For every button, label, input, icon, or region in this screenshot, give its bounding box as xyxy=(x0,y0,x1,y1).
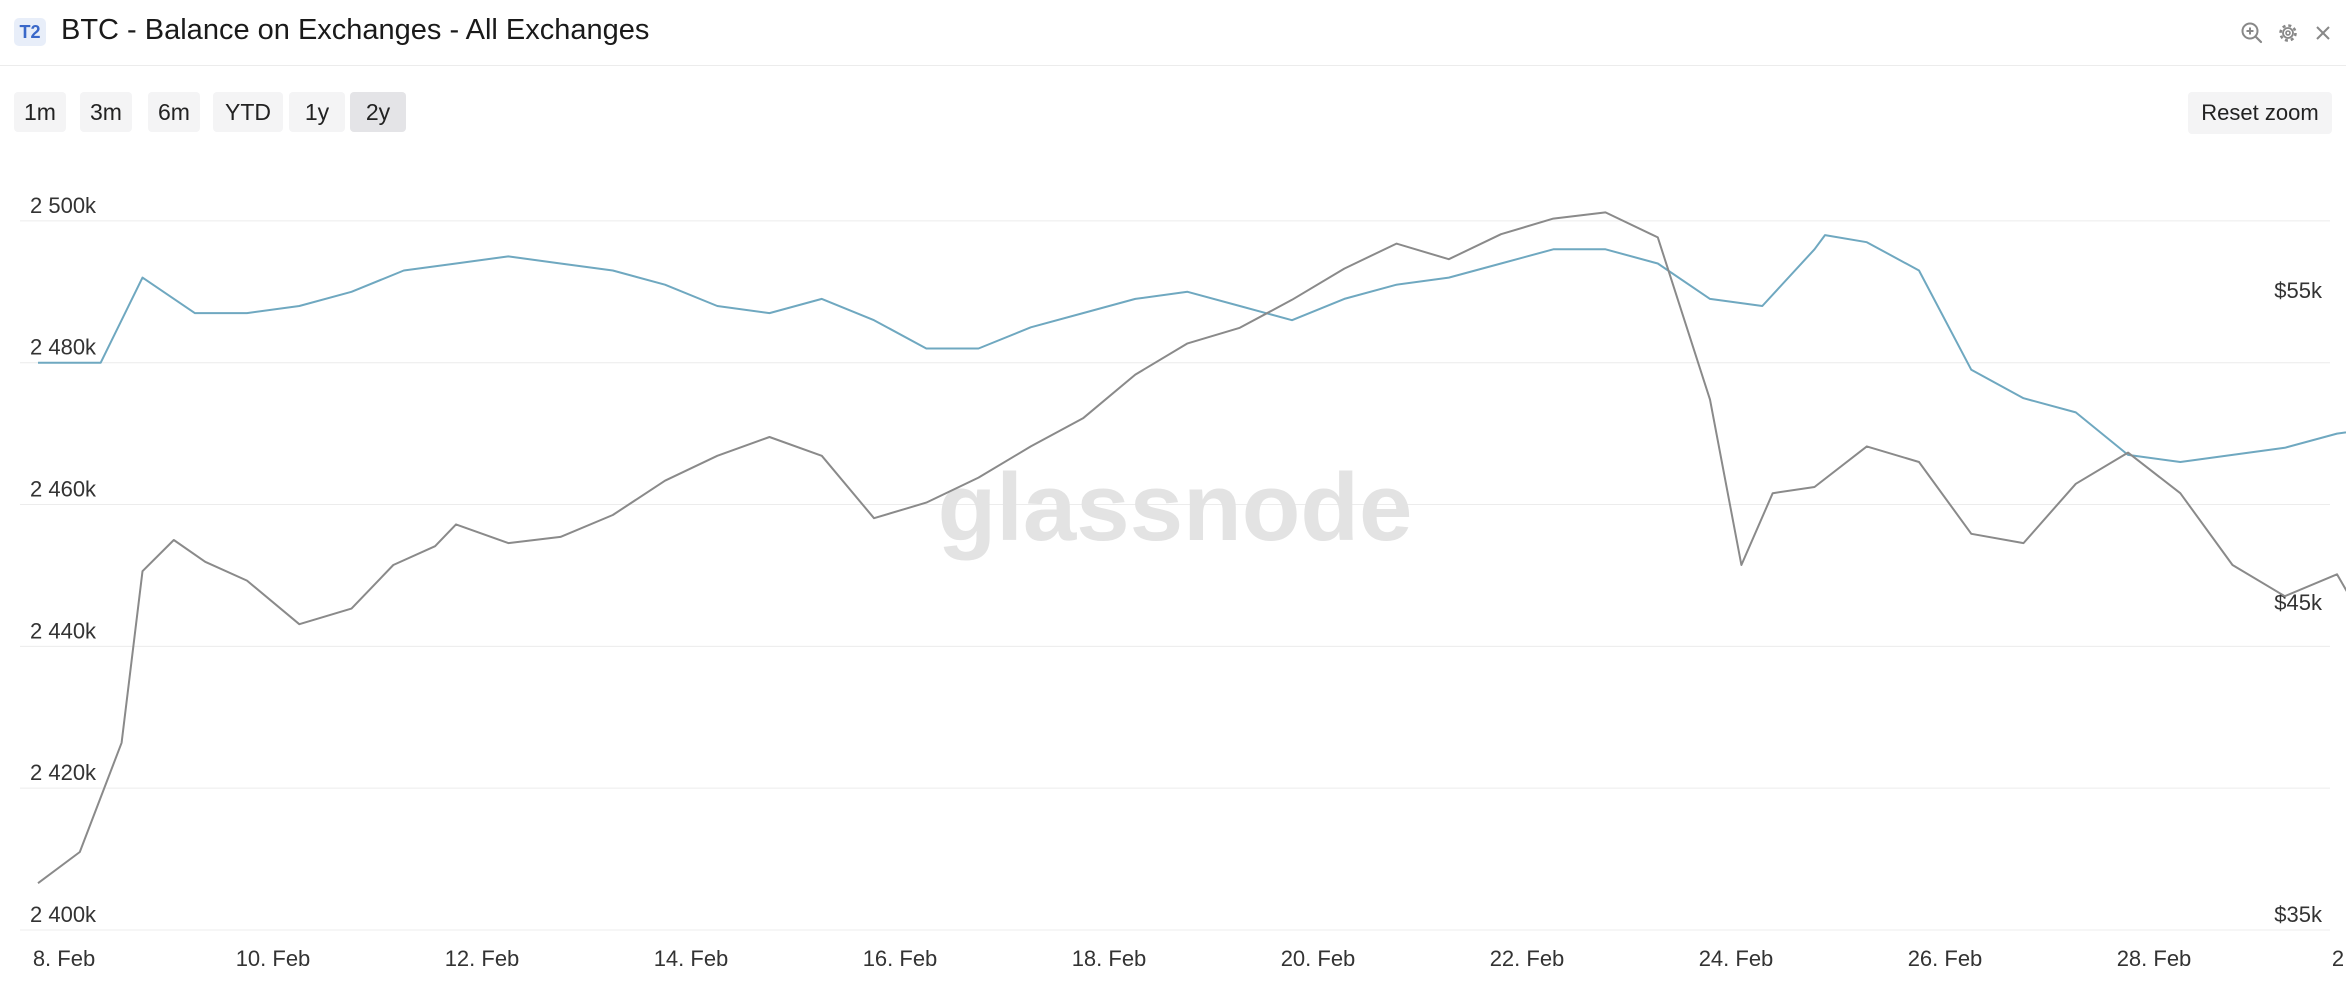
y-left-tick-label: 2 420k xyxy=(30,760,97,785)
tier-badge: T2 xyxy=(14,18,46,46)
x-tick-label: 24. Feb xyxy=(1699,946,1774,971)
x-tick-label: 20. Feb xyxy=(1281,946,1356,971)
y-left-tick-label: 2 480k xyxy=(30,335,97,360)
x-tick-label: 8. Feb xyxy=(33,946,95,971)
y-left-tick-label: 2 460k xyxy=(30,477,97,502)
reset-zoom-button[interactable]: Reset zoom xyxy=(2188,92,2332,134)
range-button-ytd[interactable]: YTD xyxy=(213,92,283,132)
x-tick-label: 16. Feb xyxy=(863,946,938,971)
x-tick-label: 2. Mar xyxy=(2332,946,2346,971)
watermark-text: glassnode xyxy=(938,454,1413,561)
range-button-2y[interactable]: 2y xyxy=(350,92,406,132)
x-tick-label: 14. Feb xyxy=(654,946,729,971)
gear-icon[interactable] xyxy=(2275,20,2301,46)
price-series-line xyxy=(37,211,2346,885)
chart-header: T2 BTC - Balance on Exchanges - All Exch… xyxy=(0,0,2346,66)
range-button-3m[interactable]: 3m xyxy=(80,92,132,132)
balance-series-line xyxy=(38,234,2346,463)
range-button-1y[interactable]: 1y xyxy=(289,92,345,132)
x-tick-label: 22. Feb xyxy=(1490,946,1565,971)
y-right-tick-label: $55k xyxy=(2274,278,2323,303)
y-right-tick-label: $35k xyxy=(2274,902,2323,927)
y-left-tick-label: 2 500k xyxy=(30,193,97,218)
x-tick-label: 26. Feb xyxy=(1908,946,1983,971)
range-button-6m[interactable]: 6m xyxy=(148,92,200,132)
chart-title: BTC - Balance on Exchanges - All Exchang… xyxy=(61,14,650,46)
x-tick-label: 12. Feb xyxy=(445,946,520,971)
y-left-tick-label: 2 440k xyxy=(30,618,97,643)
range-button-1m[interactable]: 1m xyxy=(14,92,66,132)
x-tick-label: 28. Feb xyxy=(2117,946,2192,971)
y-left-tick-label: 2 400k xyxy=(30,902,97,927)
zoom-in-icon[interactable] xyxy=(2239,20,2265,46)
x-tick-label: 18. Feb xyxy=(1072,946,1147,971)
close-icon[interactable] xyxy=(2310,20,2336,46)
x-tick-label: 10. Feb xyxy=(236,946,311,971)
